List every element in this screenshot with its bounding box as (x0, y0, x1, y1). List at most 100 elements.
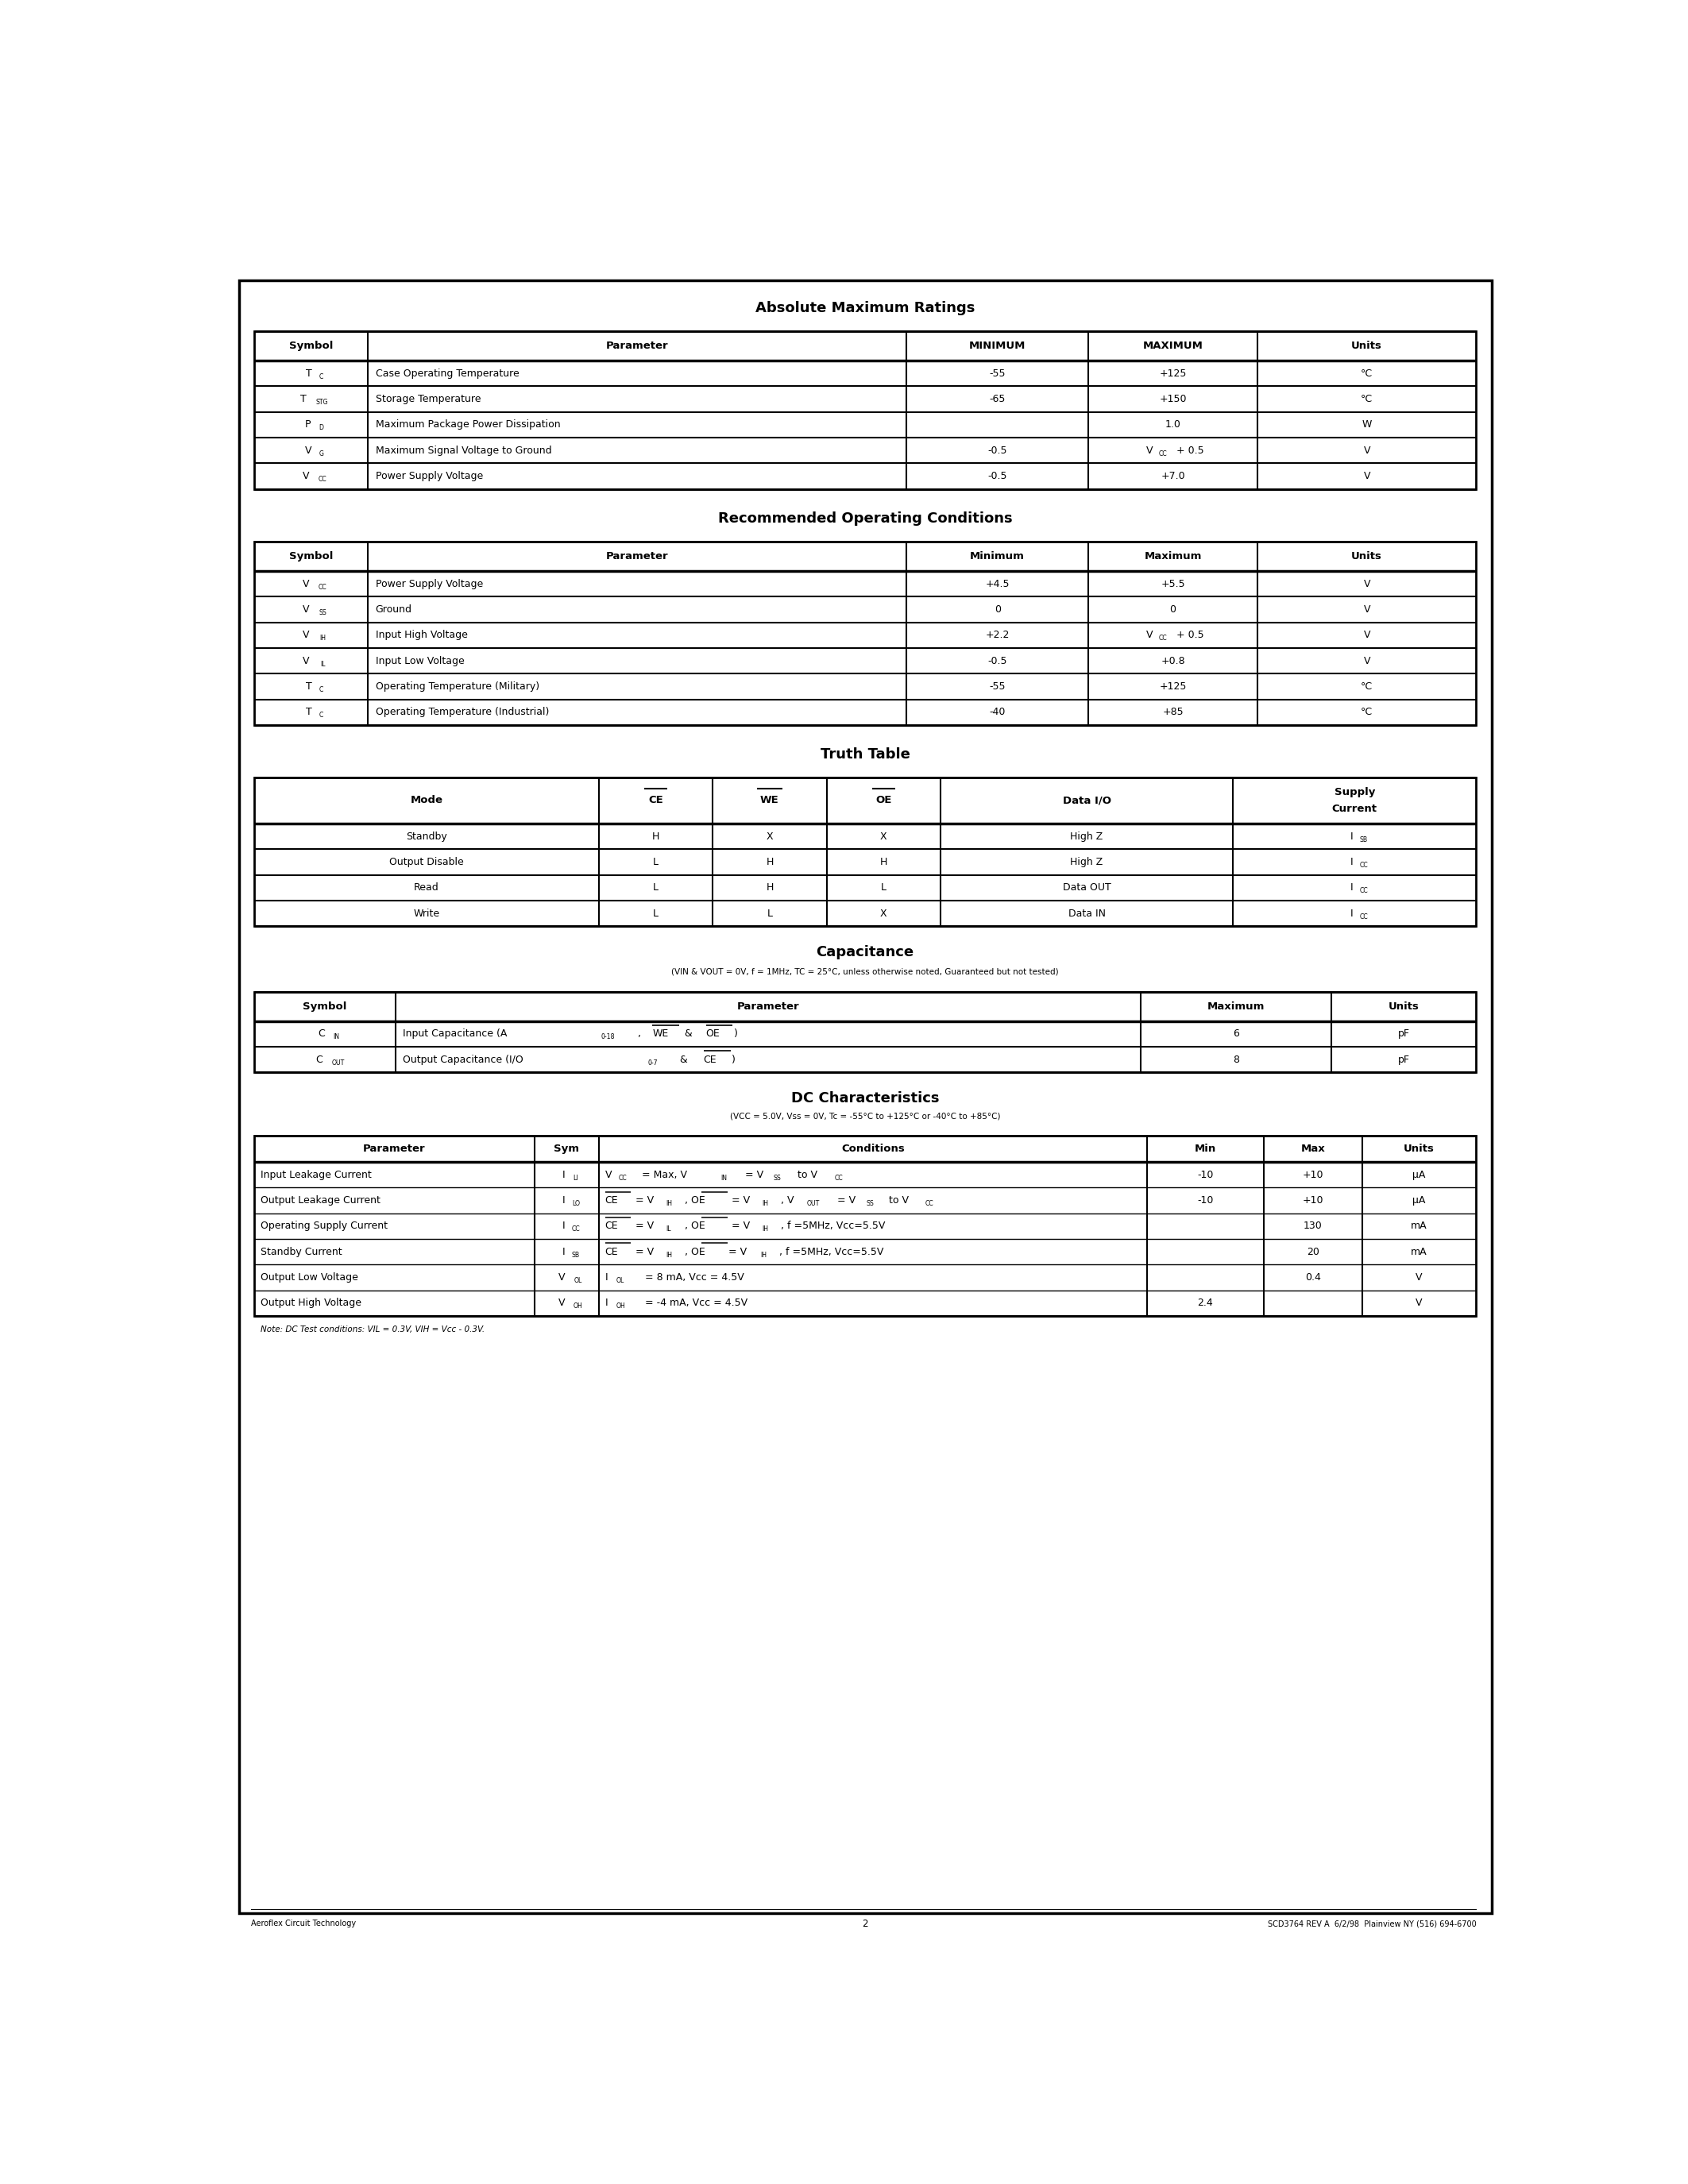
Text: °C: °C (1361, 708, 1372, 716)
Text: +85: +85 (1163, 708, 1183, 716)
Text: MAXIMUM: MAXIMUM (1143, 341, 1204, 352)
Text: Conditions: Conditions (841, 1144, 905, 1153)
Text: Mode: Mode (410, 795, 442, 806)
Text: H: H (879, 856, 888, 867)
Text: L: L (653, 909, 658, 919)
Text: = Max, V: = Max, V (638, 1168, 687, 1179)
Text: Symbol: Symbol (289, 341, 333, 352)
Text: I: I (1350, 856, 1352, 867)
Text: V: V (1364, 605, 1371, 614)
Text: μA: μA (1413, 1168, 1426, 1179)
Text: Data OUT: Data OUT (1063, 882, 1111, 893)
Text: I: I (562, 1168, 565, 1179)
Bar (255, 542, 1475, 725)
Text: IH: IH (319, 636, 326, 642)
Text: L: L (653, 882, 658, 893)
Text: IH: IH (667, 1199, 672, 1208)
Text: Operating Supply Current: Operating Supply Current (260, 1221, 387, 1232)
Text: T: T (306, 369, 312, 378)
Text: 0: 0 (994, 605, 1001, 614)
Text: V: V (1364, 629, 1371, 640)
Text: IH: IH (760, 1251, 766, 1258)
Text: V: V (302, 655, 309, 666)
Text: MINIMUM: MINIMUM (969, 341, 1026, 352)
Text: CE: CE (704, 1055, 717, 1064)
Text: Input Capacitance (A: Input Capacitance (A (403, 1029, 508, 1040)
Bar (255, 992, 1475, 1072)
Text: Symbol: Symbol (302, 1000, 348, 1011)
Text: W: W (1362, 419, 1372, 430)
Text: 2: 2 (863, 1918, 868, 1928)
Text: IH: IH (761, 1225, 768, 1232)
Text: = 8 mA, Vcc = 4.5V: = 8 mA, Vcc = 4.5V (641, 1273, 744, 1282)
Text: G: G (319, 450, 324, 456)
Text: μA: μA (1413, 1195, 1426, 1206)
Text: Note: DC Test conditions: VIL = 0.3V, VIH = Vcc - 0.3V.: Note: DC Test conditions: VIL = 0.3V, VI… (260, 1326, 484, 1332)
Text: SS: SS (773, 1175, 782, 1182)
Text: , f =5MHz, Vcc=5.5V: , f =5MHz, Vcc=5.5V (782, 1221, 886, 1232)
Text: , OE: , OE (685, 1221, 706, 1232)
Text: Read: Read (414, 882, 439, 893)
Text: Truth Table: Truth Table (820, 747, 910, 762)
Text: IL: IL (667, 1225, 672, 1232)
Text: , OE: , OE (685, 1247, 706, 1256)
Text: Symbol: Symbol (289, 550, 333, 561)
Text: = V: = V (728, 1247, 746, 1256)
Text: +4.5: +4.5 (986, 579, 1009, 590)
Text: Maximum Signal Voltage to Ground: Maximum Signal Voltage to Ground (375, 446, 552, 456)
Text: Storage Temperature: Storage Temperature (375, 393, 481, 404)
Text: = V: = V (834, 1195, 856, 1206)
Text: +150: +150 (1160, 393, 1187, 404)
Text: pF: pF (1398, 1055, 1409, 1064)
Text: Maximum: Maximum (1207, 1000, 1264, 1011)
Text: V: V (302, 579, 309, 590)
Text: LI: LI (574, 1175, 579, 1182)
Text: V: V (302, 472, 309, 480)
Text: +10: +10 (1303, 1168, 1323, 1179)
Text: , OE: , OE (685, 1195, 706, 1206)
Text: -40: -40 (989, 708, 1006, 716)
Bar (255, 1136, 1475, 1317)
Text: Standby: Standby (405, 832, 447, 841)
Text: Data IN: Data IN (1069, 909, 1106, 919)
Text: = V: = V (728, 1195, 749, 1206)
Text: Sym: Sym (554, 1144, 579, 1153)
Text: = -4 mA, Vcc = 4.5V: = -4 mA, Vcc = 4.5V (641, 1297, 748, 1308)
Text: SB: SB (1361, 836, 1367, 843)
Text: C: C (317, 1029, 324, 1040)
Text: 20: 20 (1307, 1247, 1320, 1256)
Text: Absolute Maximum Ratings: Absolute Maximum Ratings (755, 301, 976, 314)
Bar (255, 778, 1475, 926)
Text: Write: Write (414, 909, 439, 919)
Text: to V: to V (886, 1195, 908, 1206)
Text: Input Low Voltage: Input Low Voltage (375, 655, 464, 666)
Text: -65: -65 (989, 393, 1006, 404)
Text: mA: mA (1411, 1247, 1428, 1256)
Text: = V: = V (728, 1221, 749, 1232)
Text: Recommended Operating Conditions: Recommended Operating Conditions (717, 511, 1013, 526)
Text: V: V (1364, 579, 1371, 590)
Text: V: V (1364, 472, 1371, 480)
Text: IN: IN (334, 1033, 339, 1042)
Text: 0: 0 (1170, 605, 1177, 614)
Text: +2.2: +2.2 (986, 629, 1009, 640)
Text: IL: IL (321, 660, 326, 668)
Text: , f =5MHz, Vcc=5.5V: , f =5MHz, Vcc=5.5V (780, 1247, 883, 1256)
Text: = V: = V (631, 1247, 653, 1256)
Text: Units: Units (1352, 341, 1382, 352)
Text: °C: °C (1361, 369, 1372, 378)
Text: OE: OE (706, 1029, 721, 1040)
Text: Input High Voltage: Input High Voltage (375, 629, 468, 640)
Text: V: V (1416, 1273, 1423, 1282)
Text: CC: CC (618, 1175, 626, 1182)
Text: CE: CE (604, 1221, 618, 1232)
Text: OL: OL (616, 1278, 625, 1284)
Text: Output Disable: Output Disable (390, 856, 464, 867)
Text: I: I (1350, 832, 1352, 841)
Text: CC: CC (1359, 887, 1367, 895)
Text: -55: -55 (989, 681, 1006, 692)
Text: OH: OH (616, 1304, 626, 1310)
Text: °C: °C (1361, 681, 1372, 692)
Text: Ground: Ground (375, 605, 412, 614)
Text: +5.5: +5.5 (1161, 579, 1185, 590)
